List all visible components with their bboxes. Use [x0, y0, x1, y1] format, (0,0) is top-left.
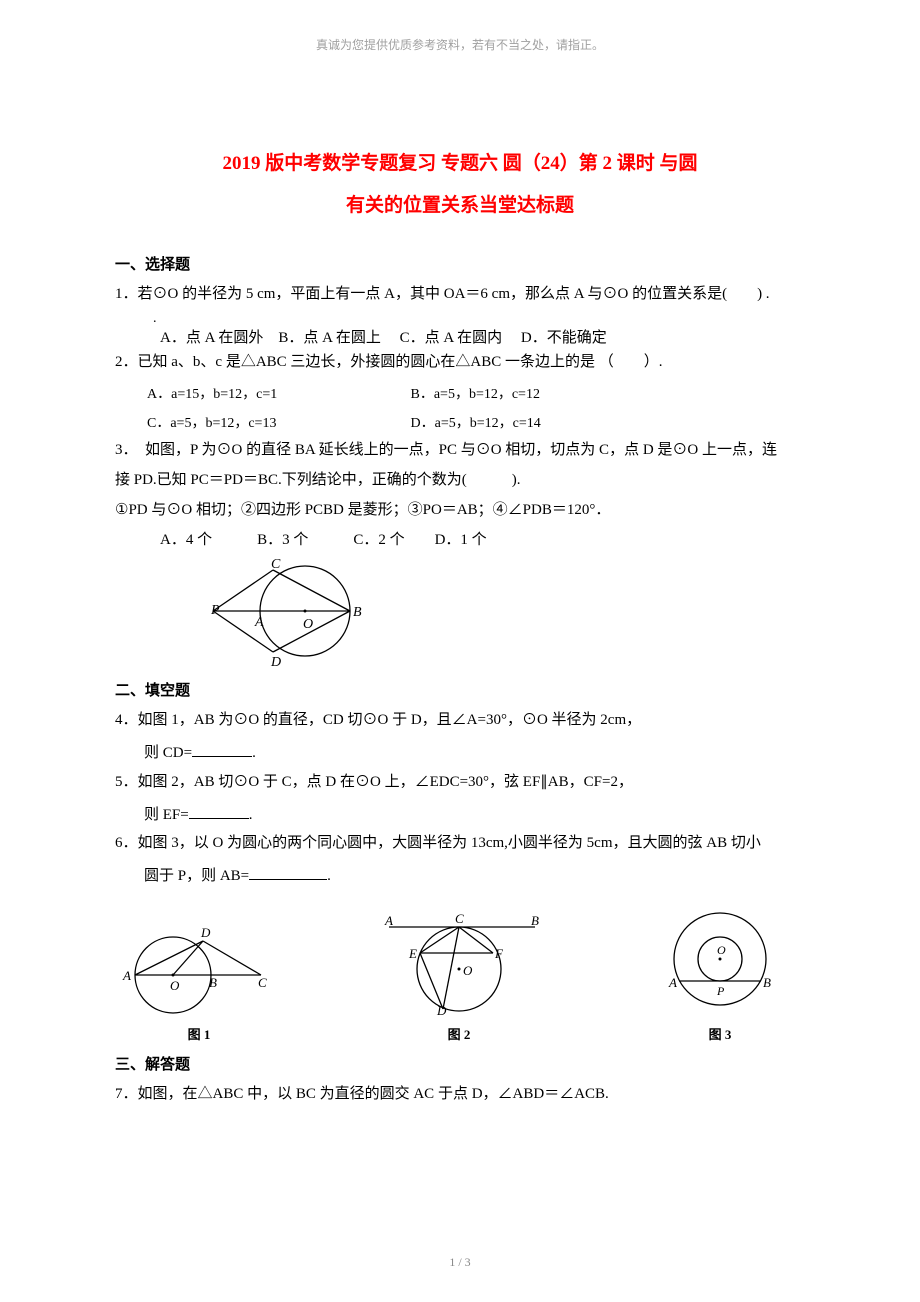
q3-figure: P A B C D O	[115, 556, 805, 673]
question-1-choices: A．点 A 在圆外 B．点 A 在圆上 C．点 A 在圆内 D．不能确定	[115, 326, 805, 350]
figure-row: A D B C O 图 1 A C B E F	[115, 905, 805, 1043]
fig3-label: 图 3	[635, 1024, 805, 1043]
question-3-l1: 3． 如图，P 为⊙O 的直径 BA 延长线上的一点，PC 与⊙O 相切，切点为…	[115, 438, 805, 462]
q2-a: A．a=15，b=12，c=1	[147, 380, 407, 409]
svg-text:P: P	[716, 984, 725, 998]
svg-text:D: D	[436, 1003, 447, 1017]
q2-c: C．a=5，b=12，c=13	[147, 409, 407, 438]
title-line-2: 有关的位置关系当堂达标题	[115, 185, 805, 227]
q4-blank	[192, 756, 252, 757]
question-5-l1: 5．如图 2，AB 切⊙O 于 C，点 D 在⊙O 上，∠EDC=30°，弦 E…	[115, 770, 805, 794]
q2-b: B．a=5，b=12，c=12	[411, 387, 540, 402]
svg-text:C: C	[258, 975, 267, 990]
question-3-l3: ①PD 与⊙O 相切；②四边形 PCBD 是菱形；③PO＝AB；④∠PDB＝12…	[115, 498, 805, 522]
svg-text:A: A	[122, 968, 131, 983]
svg-text:A: A	[254, 615, 264, 630]
fig2-label: 图 2	[365, 1024, 553, 1043]
svg-text:D: D	[270, 655, 281, 668]
svg-text:P: P	[210, 603, 220, 618]
svg-text:B: B	[763, 975, 771, 990]
fig1: A D B C O 图 1	[115, 917, 283, 1043]
question-7: 7．如图，在△ABC 中，以 BC 为直径的圆交 AC 于点 D，∠ABD＝∠A…	[115, 1082, 805, 1106]
q6-blank	[249, 879, 327, 880]
svg-text:O: O	[170, 978, 180, 993]
question-6-l1: 6．如图 3，以 O 为圆心的两个同心圆中，大圆半径为 13cm,小圆半径为 5…	[115, 831, 805, 855]
svg-text:E: E	[408, 946, 417, 961]
q1-dot: .	[115, 312, 805, 326]
question-3-choices: A．4 个 B．3 个 C．2 个 D．1 个	[115, 528, 805, 552]
q5-period: .	[249, 807, 253, 823]
q2-d: D．a=5，b=12，c=14	[411, 416, 541, 431]
q4-prefix: 则 CD=	[144, 745, 192, 761]
q5-blank	[189, 818, 249, 819]
svg-text:O: O	[717, 943, 726, 957]
q6-period: .	[327, 868, 331, 884]
question-2-row1: A．a=15，b=12，c=1 B．a=5，b=12，c=12	[115, 380, 805, 409]
question-5-l2: 则 EF=.	[115, 800, 805, 832]
section-2-heading: 二、填空题	[115, 679, 805, 700]
section-3-heading: 三、解答题	[115, 1053, 805, 1074]
svg-text:A: A	[668, 975, 677, 990]
svg-text:B: B	[531, 913, 539, 928]
title-line-1: 2019 版中考数学专题复习 专题六 圆（24）第 2 课时 与圆	[115, 143, 805, 185]
svg-text:C: C	[455, 911, 464, 926]
question-6-l2: 圆于 P，则 AB=.	[115, 861, 805, 893]
question-4-l1: 4．如图 1，AB 为⊙O 的直径，CD 切⊙O 于 D，且∠A=30°，⊙O …	[115, 708, 805, 732]
fig1-label: 图 1	[115, 1024, 283, 1043]
header-note: 真诚为您提供优质参考资料，若有不当之处，请指正。	[115, 36, 805, 53]
fig2: A C B E F D O 图 2	[365, 905, 553, 1043]
question-2: 2．已知 a、b、c 是△ABC 三边长，外接圆的圆心在△ABC 一条边上的是 …	[115, 350, 805, 374]
svg-text:O: O	[303, 617, 313, 632]
svg-text:D: D	[200, 925, 211, 940]
question-2-row2: C．a=5，b=12，c=13 D．a=5，b=12，c=14	[115, 409, 805, 438]
question-1: 1．若⊙O 的半径为 5 cm，平面上有一点 A，其中 OA＝6 cm，那么点 …	[115, 282, 805, 306]
svg-text:C: C	[271, 557, 281, 572]
title-block: 2019 版中考数学专题复习 专题六 圆（24）第 2 课时 与圆 有关的位置关…	[115, 143, 805, 227]
svg-text:O: O	[463, 963, 473, 978]
svg-text:B: B	[209, 975, 217, 990]
q4-period: .	[252, 745, 256, 761]
question-4-l2: 则 CD=.	[115, 738, 805, 770]
svg-text:A: A	[384, 913, 393, 928]
fig3: O A B P 图 3	[635, 909, 805, 1043]
section-1-heading: 一、选择题	[115, 253, 805, 274]
svg-text:B: B	[353, 605, 362, 620]
svg-text:F: F	[494, 946, 504, 961]
q6-prefix: 圆于 P，则 AB=	[144, 868, 249, 884]
page-number: 1 / 3	[0, 1255, 920, 1270]
question-3-l2: 接 PD.已知 PC＝PD＝BC.下列结论中，正确的个数为( ).	[115, 468, 805, 492]
q5-prefix: 则 EF=	[144, 807, 189, 823]
